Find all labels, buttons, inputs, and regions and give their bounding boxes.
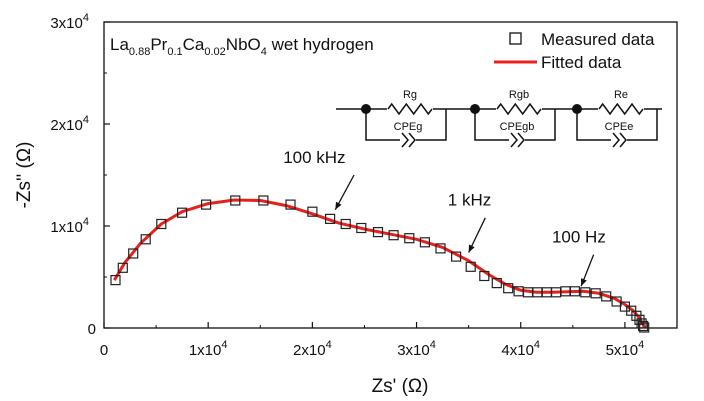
resistor-label: Rgb — [509, 89, 529, 101]
measured-point — [503, 283, 514, 294]
measured-point — [128, 248, 139, 259]
y-tick-label: 0 — [88, 321, 96, 338]
cpe-label: CPEgb — [500, 121, 535, 133]
measured-point — [569, 286, 581, 297]
y-axis-title: -Zs'' (Ω) — [14, 142, 35, 209]
measured-point — [230, 195, 241, 206]
measured-point — [285, 199, 296, 210]
frequency-label: 100 kHz — [283, 148, 345, 167]
measured-point — [580, 287, 591, 298]
measured-point — [435, 243, 446, 254]
y-tick-label: 1x104 — [50, 216, 89, 236]
measured-point — [637, 320, 649, 332]
measured-point — [356, 222, 367, 234]
measured-point — [388, 230, 399, 241]
x-tick-label: 4x104 — [501, 339, 540, 359]
measured-point — [177, 207, 188, 218]
x-tick-label: 0 — [100, 342, 108, 359]
fitted-line — [113, 198, 646, 329]
legend: Measured data Fitted data — [494, 30, 655, 72]
measured-point — [419, 237, 430, 248]
fit-layer — [113, 198, 646, 329]
measured-point — [140, 234, 151, 245]
y-tick-label: 2x104 — [50, 114, 89, 134]
measured-point — [156, 218, 167, 230]
measured-point — [601, 291, 612, 302]
equivalent-circuit-diagram: Rg CPEg Rgb CPEgb Re CPEe — [336, 89, 662, 148]
resistor-symbol — [598, 102, 644, 116]
measured-point — [258, 195, 269, 206]
frequency-label: 100 Hz — [552, 227, 606, 246]
resistor-label: Rg — [403, 89, 417, 101]
measured-point — [325, 213, 336, 224]
measured-point — [201, 199, 212, 210]
resistor-label: Re — [614, 89, 628, 101]
cpe-symbol — [612, 132, 627, 148]
frequency-arrowhead — [581, 278, 587, 287]
legend-label-measured: Measured data — [541, 30, 655, 49]
sample-title: La0.88Pr0.1Ca0.02NbO4 wet hydrogen — [110, 35, 374, 58]
frequency-arrowhead — [335, 201, 342, 210]
measured-point — [117, 262, 128, 273]
cpe-label: CPEe — [605, 121, 634, 133]
cpe-symbol — [510, 132, 525, 148]
measured-point — [465, 261, 476, 272]
measured-point — [590, 288, 601, 299]
measured-point — [491, 278, 502, 289]
measured-point — [110, 275, 121, 286]
x-tick-label: 3x104 — [397, 339, 436, 359]
x-tick-label: 1x104 — [189, 339, 228, 359]
axes-layer: 0 1x104 2x104 3x104 4x104 5x104 0 1x104 2x104 3x1… — [50, 12, 644, 359]
cpe-label: CPEg — [394, 121, 423, 133]
points-layer — [110, 195, 650, 333]
legend-label-fitted: Fitted data — [541, 53, 622, 72]
measured-point — [639, 322, 650, 333]
y-tick-label: 3x104 — [50, 12, 89, 32]
measured-point — [372, 227, 384, 238]
frequency-annotations: 100 kHz 1 kHz 100 Hz — [283, 148, 606, 287]
resistor-symbol — [387, 102, 433, 116]
x-axis-title: Zs' (Ω) — [372, 376, 429, 397]
measured-point — [340, 218, 351, 230]
measured-point — [404, 233, 415, 244]
resistor-symbol — [496, 102, 542, 116]
measured-point — [611, 296, 622, 307]
measured-point — [479, 270, 490, 282]
measured-point — [307, 206, 318, 217]
x-tick-label: 2x104 — [293, 339, 332, 359]
frequency-arrowhead — [468, 244, 475, 253]
cpe-symbol — [401, 132, 416, 148]
frequency-label: 1 kHz — [448, 191, 491, 210]
legend-marker-measured — [509, 32, 522, 45]
x-tick-label: 5x104 — [606, 339, 645, 359]
measured-point — [451, 251, 462, 262]
